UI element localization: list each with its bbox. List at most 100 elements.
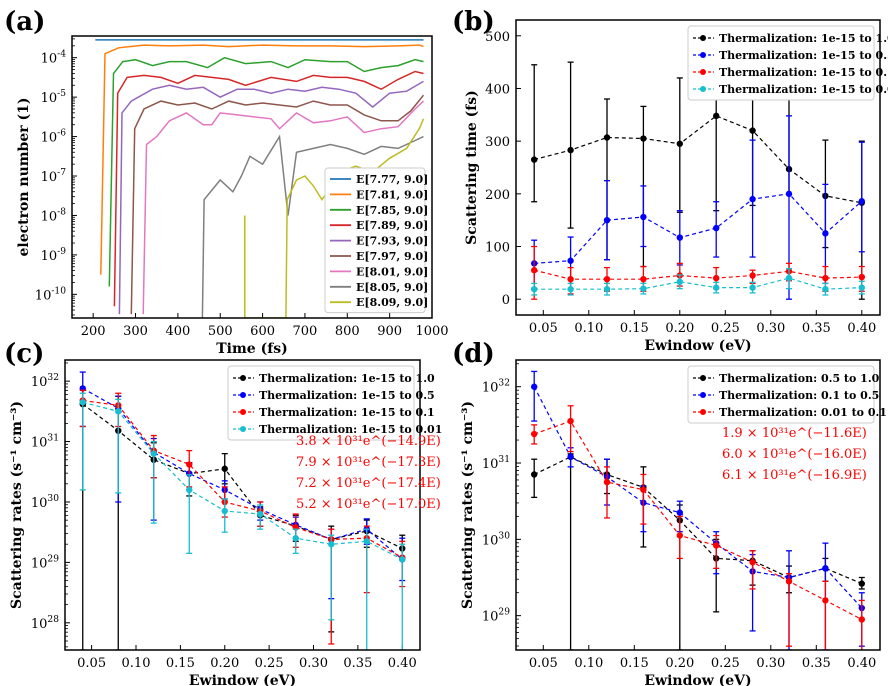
data-point [713,284,720,291]
data-point [531,267,538,274]
data-point [640,135,647,142]
data-point [363,538,370,545]
legend-marker [240,375,246,381]
legend: E[7.77, 9.0] E[7.81, 9.0] E[7.85, 9.0] E[7.… [324,167,428,314]
legend-marker [700,52,706,58]
y-tick-label: 100 [485,241,510,256]
x-tick-label: 0.05 [529,321,558,336]
data-point [567,285,574,293]
plot-area [79,371,406,650]
x-tick-label: 200 [81,324,106,339]
legend-label: E[7.77, 9.0] [356,173,428,186]
series-line [100,44,424,275]
x-tick-label: 0.30 [756,656,785,671]
fit-annotation: 5.2 × 10³¹e^(−17.0E) [296,497,441,512]
y-tick-label: 1032 [482,379,510,396]
y-axis-label: Scattering rates (s⁻¹ cm⁻³) [9,401,25,609]
data-point [567,453,574,461]
legend-marker [700,392,706,398]
series-line [534,269,862,280]
series-line [82,401,403,560]
y-tick-label: 10-6 [41,129,67,146]
axes-frame [515,19,881,316]
data-point [640,213,647,221]
panel-d: (d) 0.05 0.10 0.15 0.20 0.25 0.30 0.35 0.40 Ewind… [452,339,887,686]
data-point [567,417,574,425]
legend-label: E[7.93, 9.0] [356,235,428,248]
data-point [858,580,865,587]
plot-area [531,32,865,300]
x-tick-label: 0.40 [847,656,876,671]
legend-box [227,365,415,441]
series-line [82,387,403,560]
data-point [531,430,538,438]
y-tick-label: 10-7 [41,168,67,185]
x-tick-label: 0.05 [529,656,558,671]
y-tick-label: 300 [485,135,510,150]
legend-box [324,167,426,314]
y-tick-label: 400 [485,82,510,97]
data-point [785,190,793,198]
x-tick-label: 0.35 [802,321,831,336]
data-point [531,383,538,390]
data-point [713,224,720,232]
data-point [603,478,611,486]
data-point [603,134,611,141]
data-point [257,510,264,518]
x-tick-label: 500 [208,324,233,339]
data-point [858,198,865,205]
x-tick-label: 0.35 [802,656,831,671]
series-line [118,80,424,315]
y-tick-label: 500 [485,30,510,45]
axes-frame [64,359,421,651]
y-tick-label: 10-4 [41,50,67,67]
data-point [399,556,406,563]
y-tick-label: 1030 [482,531,510,548]
data-point [749,195,756,203]
data-point [567,257,574,264]
legend-label: Thermalization: 0.5 to 1.0 [719,372,880,385]
y-tick-label: 10-10 [35,286,66,303]
series-line [82,403,403,550]
data-point [822,274,829,282]
y-tick-label: 1030 [31,494,59,511]
fit-annotation: 1.9 × 10³¹e^(−11.6E) [722,426,867,441]
legend-label: E[7.81, 9.0] [356,188,428,201]
data-point [567,275,574,283]
x-tick-label: 0.15 [620,321,649,336]
legend-box [687,365,875,424]
x-tick-label: 0.25 [255,656,284,671]
legend-label: Thermalization: 1e-15 to 0.5 [719,49,888,62]
x-tick-label: 800 [335,324,360,339]
panel-a: (a) 200 300 400 500 600 700 800 900 1000 Time (fs)… [4,7,449,357]
data-point [749,127,756,134]
x-tick-label: 1000 [415,324,448,339]
x-tick-label: 600 [250,324,275,339]
data-point [749,559,756,566]
y-tick-label: 0 [502,293,510,308]
series-line [534,277,862,290]
x-tick-label: 700 [293,324,318,339]
series-line [533,420,863,621]
data-point [858,616,865,623]
series-line [108,56,424,287]
axes-frame [71,35,433,319]
legend-marker [700,86,706,92]
legend-label: E[8.01, 9.0] [356,265,428,278]
plot-area [531,370,865,650]
series-line [533,386,863,609]
y-tick-label: 1029 [31,554,59,571]
y-axis-label: Scattering rates (s⁻¹ cm⁻³) [460,401,476,609]
data-point [640,285,647,292]
fit-annotation: 7.9 × 10³¹e^(−17.3E) [296,455,441,470]
x-tick-label: 0.40 [388,656,417,671]
panel-b: (b) 0.05 0.10 0.15 0.20 0.25 0.30 0.35 0.40 Ewind… [452,7,888,354]
data-point [603,285,611,293]
legend: Thermalization: 0.5 to 1.0 Thermalization… [687,365,887,424]
series-line [201,134,424,318]
data-point [822,597,829,604]
plot-area [95,39,425,318]
series-line [142,100,425,315]
fit-annotation: 7.2 × 10³¹e^(−17.4E) [296,476,441,491]
panel-c: (c) 0.05 0.10 0.15 0.20 0.25 0.30 0.35 0.40 Ewind… [4,339,442,686]
